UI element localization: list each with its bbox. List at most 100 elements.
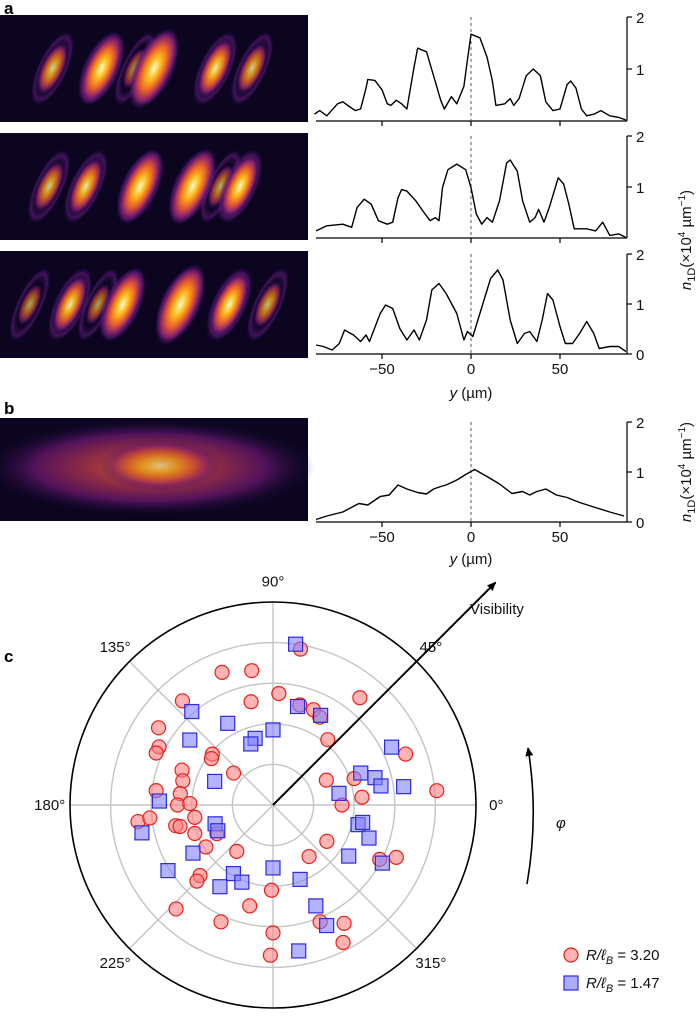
y-tick-label: 0 <box>636 515 644 532</box>
angle-tick-label: 270° <box>257 1020 288 1023</box>
data-point-circle <box>429 783 445 799</box>
vortex-blob <box>85 283 111 326</box>
data-point-circle <box>172 818 188 835</box>
data-point-square <box>212 879 228 895</box>
data-point-square <box>341 848 357 864</box>
data-point-circle <box>198 839 214 855</box>
x-tick-label: 0 <box>467 529 475 546</box>
image-a3 <box>0 251 308 358</box>
panel-label-c: c <box>4 647 13 666</box>
data-point-circle <box>148 745 164 761</box>
legend-label-1-47: R/ℓB = 1.47 <box>586 975 660 995</box>
vortex-blob <box>100 268 145 341</box>
data-point-circle <box>352 690 368 706</box>
data-point-circle <box>229 843 245 859</box>
data-point-circle <box>189 873 205 889</box>
y-tick-label: 2 <box>636 247 644 264</box>
data-point-circle <box>214 664 230 680</box>
angle-tick-label: 225° <box>100 955 131 972</box>
data-point-square <box>210 823 226 839</box>
x-tick-label: 0 <box>467 361 475 378</box>
data-point-square <box>134 825 150 841</box>
data-point-square <box>234 874 250 890</box>
vortex-blob <box>68 157 104 216</box>
panel-label-a: a <box>4 0 14 18</box>
data-point-square <box>243 736 259 752</box>
data-point-circle <box>244 663 260 679</box>
vortex-blob <box>129 27 179 110</box>
data-point-circle <box>175 773 191 789</box>
legend-label-3-20: R/ℓB = 3.20 <box>586 947 660 967</box>
angular-grid-line <box>272 804 418 950</box>
image-a1 <box>0 15 308 122</box>
series-squares <box>134 636 412 959</box>
x-tick-label: −50 <box>369 361 394 378</box>
y-tick-label: 0 <box>636 347 644 364</box>
panel-label-b: b <box>4 399 14 418</box>
vortex-blob <box>236 42 268 95</box>
profile-plot-a3: −50 0 50 0 1 2 <box>315 247 644 378</box>
data-point-square <box>308 898 324 914</box>
vortex-blob <box>155 263 206 346</box>
data-point-square <box>265 722 281 738</box>
data-point-square <box>373 778 389 794</box>
y-tick-label: 1 <box>636 180 644 197</box>
data-point-square <box>396 779 412 795</box>
data-point-circle <box>301 848 317 865</box>
data-point-square <box>291 943 307 959</box>
angle-tick-label: 315° <box>415 955 446 972</box>
y-tick-label: 1 <box>636 62 644 79</box>
data-point-square <box>265 860 281 876</box>
x-tick-label: 50 <box>552 361 569 378</box>
absorption-images <box>0 15 315 521</box>
data-point-square <box>207 773 223 790</box>
polar-scatter-plot: 0°45°90°135°180°225°270°315° <box>34 574 503 1023</box>
angle-tick-label: 135° <box>100 639 131 656</box>
data-point-square <box>355 814 371 831</box>
vortex-blob <box>52 275 88 334</box>
data-point-square <box>331 785 347 801</box>
data-point-square <box>220 715 236 731</box>
data-point-circle <box>150 720 167 736</box>
data-point-circle <box>142 810 158 826</box>
density-profile-line <box>314 33 627 121</box>
x-tick-label: −50 <box>369 529 394 546</box>
data-point-square <box>353 765 369 781</box>
data-point-circle <box>243 694 259 710</box>
data-point-square <box>160 863 176 879</box>
x-axis-label-b: y (µm) <box>449 551 493 568</box>
data-point-circle <box>263 882 280 898</box>
data-point-circle <box>225 765 242 781</box>
vortex-blob <box>209 271 250 338</box>
data-point-square <box>319 917 335 934</box>
data-point-circle <box>319 833 335 849</box>
rotation-arrow-icon <box>525 747 535 885</box>
data-point-square <box>184 703 200 720</box>
cloud-core <box>100 440 220 491</box>
data-point-circle <box>168 901 184 917</box>
angle-tick-label: 90° <box>262 574 285 591</box>
y-tick-label: 2 <box>636 129 644 146</box>
density-profile-line <box>315 159 627 239</box>
x-tick-label: 50 <box>552 529 569 546</box>
polar-outer-circle <box>69 601 477 1009</box>
data-point-circle <box>203 750 219 767</box>
angle-tick-label: 0° <box>489 797 503 814</box>
image-a2 <box>0 133 308 240</box>
data-point-square <box>288 636 304 652</box>
vortex-blob <box>117 149 163 224</box>
data-point-circle <box>187 825 203 842</box>
legend-circle-marker <box>563 947 579 963</box>
legend-square-marker <box>563 975 579 991</box>
data-point-circle <box>335 934 351 951</box>
profile-plot-a1: 12 <box>314 10 644 126</box>
profile-plot-b: −50 0 50 0 1 2 <box>315 415 644 546</box>
data-point-circle <box>388 849 404 865</box>
data-point-circle <box>187 809 203 825</box>
angle-tick-label: 180° <box>34 797 65 814</box>
y-tick-label: 2 <box>636 10 644 27</box>
vortex-blob <box>33 160 65 213</box>
data-point-square <box>185 845 201 861</box>
